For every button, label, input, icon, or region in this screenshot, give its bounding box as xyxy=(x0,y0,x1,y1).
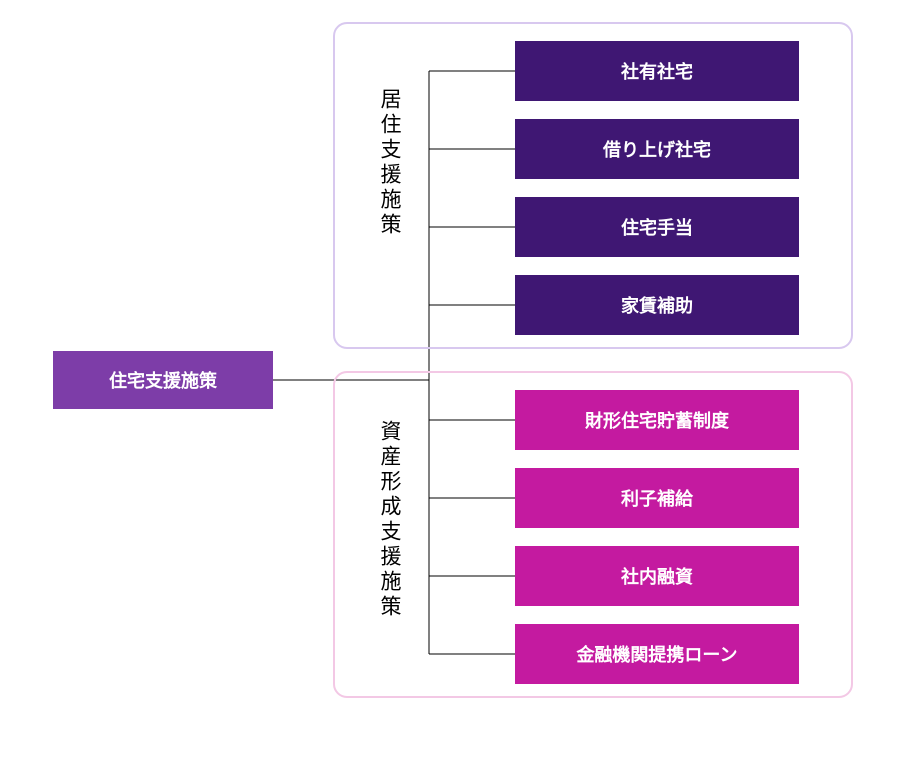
leaf-label: 社有社宅 xyxy=(621,58,693,84)
group-label-g1: 居住支援施策 xyxy=(374,88,404,238)
group-label-g2: 資産形成支援施策 xyxy=(374,420,404,620)
leaf-label: 利子補給 xyxy=(621,485,693,511)
leaf-label: 住宅手当 xyxy=(621,214,693,240)
leaf-node: 利子補給 xyxy=(515,468,799,528)
leaf-node: 社有社宅 xyxy=(515,41,799,101)
leaf-label: 借り上げ社宅 xyxy=(603,136,711,162)
leaf-node: 家賃補助 xyxy=(515,275,799,335)
root-label: 住宅支援施策 xyxy=(109,367,217,393)
root-node: 住宅支援施策 xyxy=(53,351,273,409)
leaf-label: 金融機関提携ローン xyxy=(576,641,737,667)
leaf-node: 社内融資 xyxy=(515,546,799,606)
leaf-node: 金融機関提携ローン xyxy=(515,624,799,684)
leaf-label: 社内融資 xyxy=(621,563,693,589)
leaf-label: 家賃補助 xyxy=(621,292,693,318)
leaf-node: 住宅手当 xyxy=(515,197,799,257)
leaf-label: 財形住宅貯蓄制度 xyxy=(585,407,729,433)
leaf-node: 財形住宅貯蓄制度 xyxy=(515,390,799,450)
leaf-node: 借り上げ社宅 xyxy=(515,119,799,179)
